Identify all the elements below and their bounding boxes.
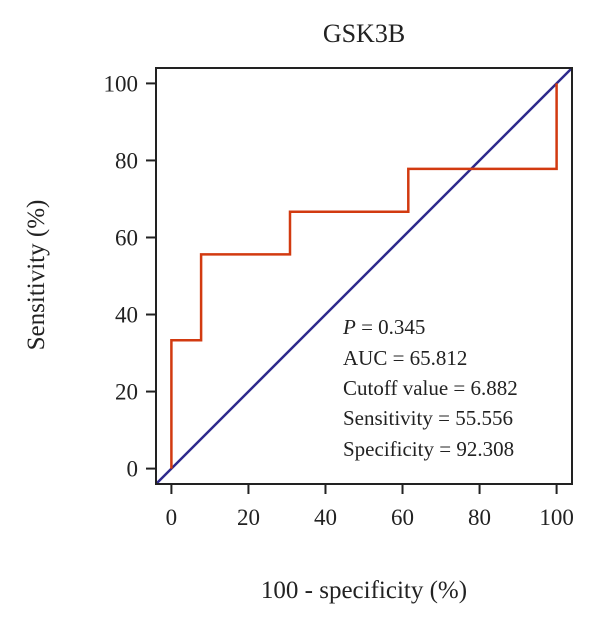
- y-axis-label: Sensitivity (%): [23, 200, 50, 351]
- y-tick-label: 0: [127, 457, 139, 482]
- y-tick-label: 40: [115, 303, 138, 328]
- plot-frame: [155, 67, 573, 485]
- plot-area: 0 20 40 60 80 100 0 20 40 60 80 100: [104, 67, 574, 530]
- p-value-annotation: P = 0.345: [342, 315, 425, 339]
- cutoff-annotation: Cutoff value = 6.882: [343, 376, 518, 400]
- roc-curve-line: [170, 83, 558, 469]
- p-value: = 0.345: [356, 315, 426, 339]
- sensitivity-annotation: Sensitivity = 55.556: [343, 406, 513, 430]
- x-axis-label: 100 - specificity (%): [261, 577, 467, 604]
- y-tick-label: 80: [115, 148, 138, 173]
- specificity-annotation: Specificity = 92.308: [343, 437, 514, 461]
- y-tick-label: 60: [115, 225, 138, 250]
- y-tick-label: 100: [104, 71, 139, 96]
- reference-diagonal-line: [155, 67, 573, 485]
- stats-annotation: P = 0.345 AUC = 65.812 Cutoff value = 6.…: [342, 315, 518, 461]
- x-tick-label: 20: [237, 505, 260, 530]
- x-tick-label: 60: [391, 505, 414, 530]
- y-tick-label: 20: [115, 380, 138, 405]
- p-symbol: P: [342, 315, 356, 339]
- x-tick-label: 0: [166, 505, 178, 530]
- x-tick-label: 40: [314, 505, 337, 530]
- x-tick-label: 80: [468, 505, 491, 530]
- x-tick-label: 100: [539, 505, 574, 530]
- chart-title: GSK3B: [323, 19, 405, 48]
- auc-annotation: AUC = 65.812: [343, 346, 467, 370]
